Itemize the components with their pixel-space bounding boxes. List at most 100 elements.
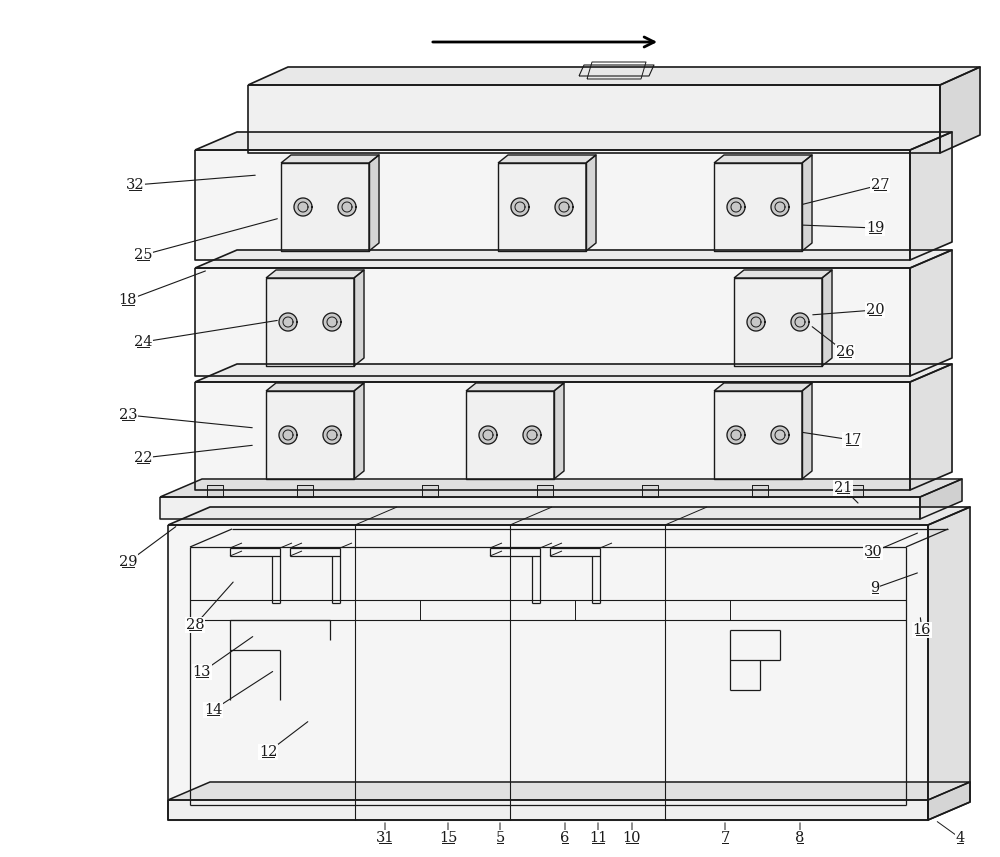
Text: 8: 8 xyxy=(795,831,805,845)
Text: 19: 19 xyxy=(866,221,884,235)
Text: 31: 31 xyxy=(376,831,394,845)
Text: 8: 8 xyxy=(795,831,805,845)
Polygon shape xyxy=(281,155,379,163)
Text: 22: 22 xyxy=(134,451,152,465)
Text: 11: 11 xyxy=(589,831,607,845)
Polygon shape xyxy=(281,163,369,251)
Text: 24: 24 xyxy=(134,335,152,349)
Polygon shape xyxy=(160,479,962,497)
Polygon shape xyxy=(168,525,928,820)
Polygon shape xyxy=(910,132,952,260)
Polygon shape xyxy=(910,250,952,376)
Polygon shape xyxy=(498,155,596,163)
Polygon shape xyxy=(752,485,768,497)
Polygon shape xyxy=(511,198,529,216)
Text: 15: 15 xyxy=(439,831,457,845)
Polygon shape xyxy=(555,198,573,216)
Text: 16: 16 xyxy=(913,623,931,637)
Polygon shape xyxy=(586,155,596,251)
Polygon shape xyxy=(928,782,970,820)
Text: 28: 28 xyxy=(186,618,204,632)
Polygon shape xyxy=(554,383,564,479)
Polygon shape xyxy=(940,67,980,153)
Polygon shape xyxy=(354,270,364,366)
Polygon shape xyxy=(195,250,952,268)
Polygon shape xyxy=(714,163,802,251)
Polygon shape xyxy=(195,268,910,376)
Polygon shape xyxy=(168,782,970,800)
Polygon shape xyxy=(734,278,822,366)
Polygon shape xyxy=(802,383,812,479)
Polygon shape xyxy=(195,382,910,490)
Polygon shape xyxy=(802,155,812,251)
Text: 6: 6 xyxy=(560,831,570,845)
Text: 15: 15 xyxy=(439,831,457,845)
Text: 11: 11 xyxy=(589,831,607,845)
Text: 17: 17 xyxy=(843,433,861,447)
Text: 9: 9 xyxy=(870,581,880,595)
Text: 12: 12 xyxy=(259,745,277,759)
Polygon shape xyxy=(479,426,497,444)
Text: 30: 30 xyxy=(864,545,882,559)
Polygon shape xyxy=(771,198,789,216)
Polygon shape xyxy=(338,198,356,216)
Text: 31: 31 xyxy=(376,831,394,845)
Text: 18: 18 xyxy=(119,293,137,307)
Polygon shape xyxy=(266,391,354,479)
Polygon shape xyxy=(248,67,980,85)
Polygon shape xyxy=(714,155,812,163)
Polygon shape xyxy=(523,426,541,444)
Polygon shape xyxy=(642,485,658,497)
Polygon shape xyxy=(297,485,313,497)
Polygon shape xyxy=(791,313,809,331)
Polygon shape xyxy=(266,278,354,366)
Polygon shape xyxy=(168,507,970,525)
Polygon shape xyxy=(266,383,364,391)
Text: 7: 7 xyxy=(720,831,730,845)
Polygon shape xyxy=(266,270,364,278)
Text: 29: 29 xyxy=(119,555,137,569)
Text: 4: 4 xyxy=(955,831,965,845)
Polygon shape xyxy=(422,485,438,497)
Text: 23: 23 xyxy=(119,408,137,422)
Polygon shape xyxy=(747,313,765,331)
Polygon shape xyxy=(369,155,379,251)
Text: 10: 10 xyxy=(623,831,641,845)
Polygon shape xyxy=(822,270,832,366)
Polygon shape xyxy=(920,479,962,519)
Polygon shape xyxy=(727,198,745,216)
Polygon shape xyxy=(928,507,970,820)
Text: 7: 7 xyxy=(720,831,730,845)
Polygon shape xyxy=(714,383,812,391)
Text: 4: 4 xyxy=(955,831,965,845)
Polygon shape xyxy=(727,426,745,444)
Text: 5: 5 xyxy=(495,831,505,845)
Text: 20: 20 xyxy=(866,303,884,317)
Polygon shape xyxy=(168,800,928,820)
Polygon shape xyxy=(294,198,312,216)
Polygon shape xyxy=(537,485,553,497)
Polygon shape xyxy=(910,364,952,490)
Text: 14: 14 xyxy=(204,703,222,717)
Polygon shape xyxy=(847,485,863,497)
Text: 13: 13 xyxy=(193,665,211,679)
Text: 25: 25 xyxy=(134,248,152,262)
Polygon shape xyxy=(195,132,952,150)
Polygon shape xyxy=(714,391,802,479)
Polygon shape xyxy=(248,85,940,153)
Polygon shape xyxy=(466,383,564,391)
Polygon shape xyxy=(354,383,364,479)
Polygon shape xyxy=(498,163,586,251)
Text: 6: 6 xyxy=(560,831,570,845)
Polygon shape xyxy=(734,270,832,278)
Text: 32: 32 xyxy=(126,178,144,192)
Text: 26: 26 xyxy=(836,345,854,359)
Polygon shape xyxy=(195,150,910,260)
Text: 27: 27 xyxy=(871,178,889,192)
Polygon shape xyxy=(279,313,297,331)
Polygon shape xyxy=(323,313,341,331)
Text: 21: 21 xyxy=(834,481,852,495)
Polygon shape xyxy=(466,391,554,479)
Polygon shape xyxy=(771,426,789,444)
Text: 5: 5 xyxy=(495,831,505,845)
